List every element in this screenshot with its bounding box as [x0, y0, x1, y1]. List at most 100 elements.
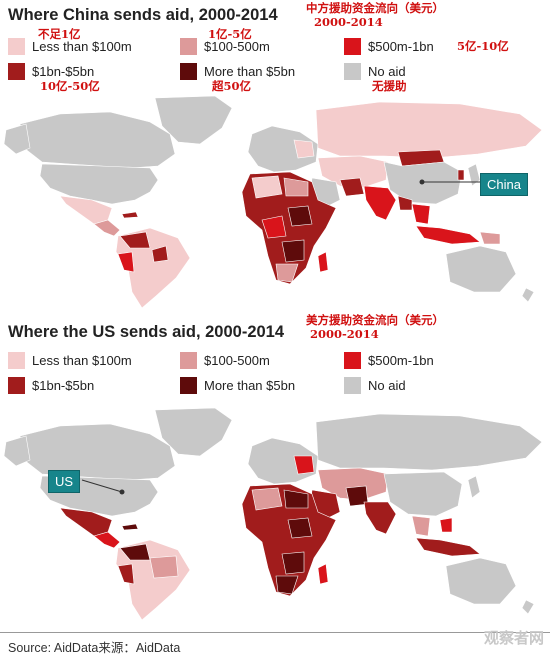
china-legend-less-100m-cn: 不足1亿 — [38, 27, 81, 41]
us-map-title-cn: 美方援助资金流向（美元） — [306, 313, 444, 327]
map-russia — [315, 101, 543, 159]
map-central-asia — [317, 155, 389, 189]
map-myanmar — [397, 195, 413, 211]
map-usa — [39, 163, 159, 205]
map-north-africa — [251, 487, 283, 511]
map-indonesia — [415, 225, 481, 245]
legend-swatch — [180, 63, 197, 80]
map-japan — [467, 163, 481, 187]
map-sudan-ethiopia — [287, 517, 313, 539]
map-africa — [241, 483, 337, 597]
china-legend-less-100m: Less than $100m — [8, 38, 132, 55]
map-europe — [247, 125, 319, 173]
map-ecuador-peru — [117, 251, 135, 273]
map-west-africa — [261, 215, 287, 239]
legend-swatch — [180, 38, 197, 55]
map-philippines — [439, 517, 453, 533]
map-madagascar — [317, 563, 329, 585]
legend-swatch — [8, 38, 25, 55]
source-note: Source: AidData来源：AidData — [8, 641, 181, 655]
china-world-map — [3, 96, 543, 309]
china-map-title-cn: 中方援助资金流向（美元） — [306, 1, 444, 15]
map-alaska — [3, 435, 31, 467]
us-callout-label: US — [48, 470, 81, 493]
map-madagascar — [317, 251, 329, 273]
map-new-zealand — [521, 287, 535, 303]
map-egypt-libya — [283, 177, 309, 197]
china-map-title: Where China sends aid, 2000-2014 — [8, 6, 278, 24]
map-southern-africa — [275, 263, 299, 283]
map-central-america — [93, 531, 121, 549]
us-legend-100-500m: $100-500m — [180, 352, 270, 369]
china-legend-500m-1bn: $500m-1bn — [344, 38, 434, 55]
us-legend-no-aid: No aid — [344, 377, 406, 394]
china-legend-no-aid: No aid — [344, 63, 406, 80]
map-new-zealand — [521, 599, 535, 615]
china-legend-more-5bn-cn: 超50亿 — [212, 79, 252, 93]
map-central-america — [93, 219, 121, 237]
map-south-asia — [363, 185, 397, 221]
map-greenland — [154, 408, 233, 457]
map-central-asia — [317, 467, 389, 501]
us-aid-panel: Where the US sends aid, 2000-2014 美方援助资金… — [0, 312, 550, 630]
map-indochina — [411, 203, 431, 225]
map-south-africa — [275, 575, 299, 595]
map-peru — [117, 563, 135, 585]
legend-swatch — [344, 38, 361, 55]
map-caribbean — [121, 211, 139, 219]
china-callout-label: China — [480, 173, 528, 196]
map-australia — [445, 557, 517, 605]
us-map-title: Where the US sends aid, 2000-2014 — [8, 323, 285, 341]
map-eastern-europe — [293, 455, 315, 475]
map-colombia — [119, 543, 151, 561]
footer-divider — [0, 632, 550, 633]
map-venezuela — [119, 231, 151, 249]
legend-swatch — [344, 63, 361, 80]
map-sudan-ethiopia — [287, 205, 313, 227]
legend-swatch — [344, 377, 361, 394]
map-canada — [19, 111, 176, 169]
map-indochina — [411, 515, 431, 537]
map-bolivia — [151, 245, 169, 263]
map-central-africa — [281, 239, 305, 263]
legend-swatch — [180, 377, 197, 394]
legend-swatch — [344, 352, 361, 369]
map-egypt — [283, 489, 309, 509]
map-greenland — [154, 96, 233, 145]
us-legend-1bn-5bn: $1bn-$5bn — [8, 377, 94, 394]
china-legend-1bn-5bn: $1bn-$5bn — [8, 63, 94, 80]
china-legend-no-aid-cn: 无援助 — [372, 79, 407, 93]
map-russia — [315, 413, 543, 471]
map-brazil — [149, 555, 179, 579]
us-legend-500m-1bn: $500m-1bn — [344, 352, 434, 369]
map-north-korea — [457, 169, 465, 181]
us-world-map — [3, 408, 543, 621]
us-map-title-cn-years: 2000-2014 — [310, 327, 379, 341]
map-papua — [479, 231, 501, 245]
legend-swatch — [8, 352, 25, 369]
map-east-africa — [281, 551, 305, 575]
us-legend-more-5bn: More than $5bn — [180, 377, 295, 394]
map-china — [383, 471, 463, 517]
map-india — [363, 501, 397, 535]
watermark-logo: 观察者网 — [483, 630, 544, 647]
china-legend-100-500m: $100-500m — [180, 38, 270, 55]
map-indonesia — [415, 537, 481, 557]
china-map-title-cn-years: 2000-2014 — [314, 15, 383, 29]
legend-swatch — [180, 352, 197, 369]
legend-swatch — [8, 63, 25, 80]
map-australia — [445, 245, 517, 293]
china-legend-500m-1bn-cn: 5亿-10亿 — [457, 39, 509, 53]
china-legend-100-500m-cn: 1亿-5亿 — [208, 27, 252, 41]
china-callout-dot — [419, 179, 425, 185]
map-africa — [241, 171, 337, 285]
map-iran — [339, 177, 365, 197]
legend-swatch — [8, 377, 25, 394]
map-north-africa — [251, 175, 283, 199]
map-alaska — [3, 123, 31, 155]
us-legend-less-100m: Less than $100m — [8, 352, 132, 369]
china-legend-1bn-5bn-cn: 10亿-50亿 — [40, 79, 100, 93]
us-callout-dot — [119, 489, 125, 495]
us-callout-line — [81, 479, 123, 493]
china-legend-more-5bn: More than $5bn — [180, 63, 295, 80]
